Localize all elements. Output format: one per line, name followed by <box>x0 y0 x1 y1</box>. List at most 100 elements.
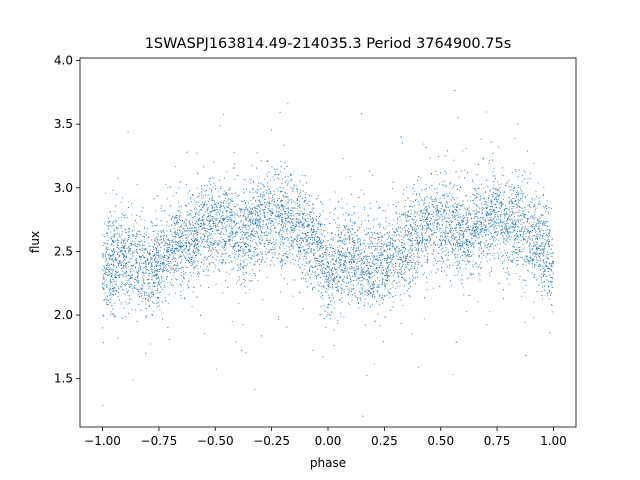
data-point <box>280 190 282 192</box>
data-point <box>403 227 405 228</box>
data-point <box>280 212 282 214</box>
data-point <box>447 195 449 197</box>
data-point <box>327 247 329 249</box>
data-point <box>194 244 195 246</box>
data-point <box>256 223 258 225</box>
data-point <box>445 201 447 203</box>
data-point <box>262 209 264 210</box>
data-point <box>387 254 388 256</box>
data-point <box>208 287 210 288</box>
data-point <box>505 229 507 231</box>
data-point <box>299 193 300 195</box>
data-point <box>137 274 139 276</box>
data-point <box>419 240 421 241</box>
data-point <box>254 208 256 209</box>
data-point <box>448 224 450 226</box>
data-point <box>210 250 212 251</box>
data-point <box>399 259 401 260</box>
data-point <box>418 242 420 244</box>
data-point <box>485 230 487 232</box>
data-point <box>462 219 464 221</box>
data-point <box>261 194 263 196</box>
data-point <box>296 254 297 256</box>
data-point <box>177 242 179 244</box>
data-point <box>549 241 550 242</box>
data-point <box>292 295 294 297</box>
data-point <box>103 270 105 272</box>
data-point <box>422 219 424 221</box>
data-point <box>218 220 220 222</box>
data-point <box>400 257 402 259</box>
data-point <box>532 253 533 255</box>
data-point <box>450 239 452 241</box>
data-point <box>489 239 491 241</box>
data-point <box>385 278 387 280</box>
data-point <box>298 253 300 255</box>
data-point <box>408 245 410 247</box>
data-point <box>112 288 114 290</box>
data-point <box>113 230 115 232</box>
data-point <box>261 160 263 162</box>
data-point <box>197 275 199 277</box>
data-point <box>507 241 509 243</box>
data-point <box>523 170 525 172</box>
data-point <box>445 231 447 233</box>
data-point <box>378 239 379 241</box>
data-point <box>327 289 329 291</box>
data-point <box>517 176 519 178</box>
data-point <box>236 258 238 260</box>
data-point <box>527 194 528 196</box>
data-point <box>500 252 502 254</box>
data-point <box>303 248 304 250</box>
data-point <box>484 219 486 221</box>
data-point <box>430 195 432 197</box>
data-point <box>542 254 544 256</box>
data-point <box>188 220 190 222</box>
data-point <box>370 288 372 290</box>
data-point <box>391 238 393 240</box>
data-point <box>489 311 491 313</box>
data-point <box>343 241 345 243</box>
data-point <box>430 220 432 222</box>
data-point <box>299 240 300 242</box>
data-point <box>192 240 194 241</box>
data-point <box>537 249 539 251</box>
data-point <box>345 259 347 261</box>
data-point <box>475 222 477 224</box>
data-point <box>357 269 359 271</box>
data-point <box>541 242 543 244</box>
data-point <box>207 241 209 243</box>
data-point <box>533 206 535 208</box>
data-point <box>408 252 410 254</box>
data-point <box>410 261 412 263</box>
data-point <box>374 274 375 276</box>
data-point <box>345 265 347 267</box>
data-point <box>272 221 273 223</box>
data-point <box>474 233 476 235</box>
data-point <box>132 379 134 381</box>
data-point <box>389 243 391 245</box>
data-point <box>175 264 177 266</box>
data-point <box>522 251 524 253</box>
data-point <box>536 262 538 264</box>
data-point <box>530 215 532 217</box>
data-point <box>498 210 500 212</box>
data-point <box>392 243 394 245</box>
data-point <box>132 274 134 276</box>
data-point <box>346 203 348 205</box>
data-point <box>221 255 223 257</box>
data-point <box>419 214 421 216</box>
data-point <box>245 352 247 354</box>
data-point <box>222 201 224 203</box>
data-point <box>369 277 371 279</box>
data-point <box>353 257 355 259</box>
data-point <box>448 251 450 253</box>
data-point <box>369 228 371 230</box>
data-point <box>436 192 438 194</box>
data-point <box>412 201 414 203</box>
data-point <box>485 191 486 193</box>
data-point <box>472 181 474 183</box>
data-point <box>529 222 531 224</box>
data-point <box>445 224 447 226</box>
data-point <box>396 223 398 225</box>
